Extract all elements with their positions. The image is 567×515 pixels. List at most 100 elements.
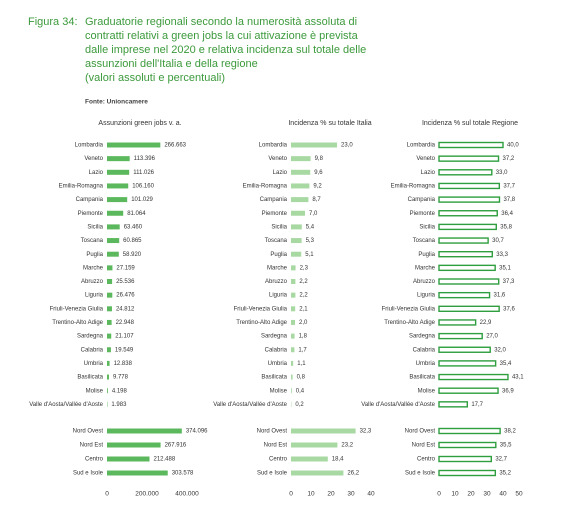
category-label: Lazio	[273, 170, 288, 176]
category-label: Friuli-Venezia Giulia	[234, 306, 288, 312]
category-label: Sud e Isole	[405, 471, 436, 477]
category-label: Trentino-Alto Adige	[236, 320, 287, 326]
bar	[107, 142, 161, 148]
category-label: Basilicata	[77, 375, 103, 381]
bar	[291, 333, 295, 339]
value-label: 23,2	[341, 443, 353, 449]
bar	[107, 456, 150, 462]
bar	[438, 291, 491, 299]
category-label: Friuli-Venezia Giulia	[382, 306, 436, 312]
category-label: Sardegna	[409, 334, 436, 340]
value-label: 266.663	[164, 143, 186, 149]
x-tick-label: 30	[483, 491, 491, 498]
bar	[291, 360, 294, 366]
category-label: Piemonte	[262, 211, 288, 217]
value-label: 2,1	[299, 306, 308, 312]
category-label: Puglia	[418, 252, 435, 258]
bar	[291, 156, 311, 162]
value-label: 101.029	[131, 197, 153, 203]
value-label: 2,2	[299, 293, 308, 299]
value-label: 36,9	[502, 388, 514, 394]
category-label: Umbria	[416, 361, 436, 367]
value-label: 9,8	[315, 156, 324, 162]
bar	[438, 346, 491, 353]
value-label: 212.488	[153, 457, 175, 463]
value-label: 106.160	[132, 184, 154, 190]
bar	[291, 388, 292, 394]
value-label: 32,7	[495, 457, 507, 463]
x-tick-label: 40	[499, 491, 507, 498]
category-label: Puglia	[86, 252, 103, 258]
category-label: Abruzzo	[81, 279, 104, 285]
value-label: 12.838	[114, 361, 133, 367]
bar	[107, 333, 112, 339]
value-label: 31,6	[494, 293, 506, 299]
category-label: Basilicata	[261, 375, 287, 381]
title-line: dalle imprese nel 2020 e relativa incide…	[85, 44, 366, 56]
value-label: 27.159	[116, 265, 135, 271]
value-label: 21.107	[115, 334, 134, 340]
value-label: 43,1	[512, 375, 524, 381]
value-label: 1,8	[299, 334, 308, 340]
value-label: 17,7	[471, 402, 483, 408]
value-label: 1,1	[297, 361, 306, 367]
category-label: Umbria	[268, 361, 288, 367]
x-tick-label: 10	[451, 491, 459, 498]
category-label: Trentino-Alto Adige	[52, 320, 103, 326]
category-label: Liguria	[269, 293, 288, 299]
bar	[291, 142, 337, 148]
value-label: 27,0	[486, 334, 498, 340]
bar	[107, 292, 113, 298]
value-label: 2,2	[299, 279, 308, 285]
category-label: Nord Ovest	[405, 429, 436, 435]
category-label: Abruzzo	[265, 279, 288, 285]
category-label: Valle d'Aosta/Vallée d'Aoste	[29, 402, 103, 408]
category-label: Campania	[76, 197, 104, 203]
bar	[291, 319, 295, 325]
value-label: 37,2	[503, 156, 515, 162]
value-label: 22,9	[480, 320, 492, 326]
value-label: 9,2	[313, 184, 322, 190]
value-label: 63.460	[124, 224, 143, 230]
value-label: 35,2	[499, 471, 511, 477]
category-label: Trentino-Alto Adige	[384, 320, 435, 326]
x-tick-label: 20	[467, 491, 475, 498]
x-tick-label: 400.000	[175, 491, 199, 498]
bar	[291, 428, 356, 434]
category-label: Molise	[86, 388, 104, 394]
value-label: 0,8	[297, 375, 306, 381]
category-label: Veneto	[416, 156, 435, 162]
value-label: 37,6	[503, 306, 515, 312]
x-tick-label: 10	[307, 491, 315, 498]
category-label: Molise	[270, 388, 288, 394]
bar	[291, 183, 310, 189]
bar	[291, 251, 302, 257]
value-label: 23,0	[341, 143, 353, 149]
category-label: Nord Ovest	[73, 429, 104, 435]
value-label: 24.812	[116, 306, 135, 312]
bar	[291, 265, 296, 271]
bar	[291, 224, 302, 230]
bar	[107, 197, 128, 203]
category-label: Emilia-Romagna	[59, 184, 104, 190]
category-label: Sicilia	[419, 224, 435, 230]
value-label: 35,1	[499, 265, 511, 271]
value-label: 36,4	[501, 211, 513, 217]
category-label: Nord Est	[412, 443, 436, 449]
category-label: Friuli-Venezia Giulia	[50, 306, 104, 312]
category-label: Molise	[418, 388, 436, 394]
value-label: 113.396	[134, 156, 156, 162]
category-label: Sud e Isole	[73, 471, 104, 477]
value-label: 303.578	[172, 471, 194, 477]
value-label: 18,4	[332, 457, 344, 463]
bar	[438, 155, 500, 162]
bar	[291, 456, 328, 462]
category-label: Nord Est	[80, 443, 104, 449]
category-label: Marche	[83, 265, 104, 271]
value-label: 0,4	[296, 388, 305, 394]
panel-title: Assunzioni green jobs v. a.	[98, 120, 181, 127]
bar	[107, 319, 112, 325]
category-label: Lazio	[421, 170, 436, 176]
category-label: Lombardia	[259, 143, 288, 149]
